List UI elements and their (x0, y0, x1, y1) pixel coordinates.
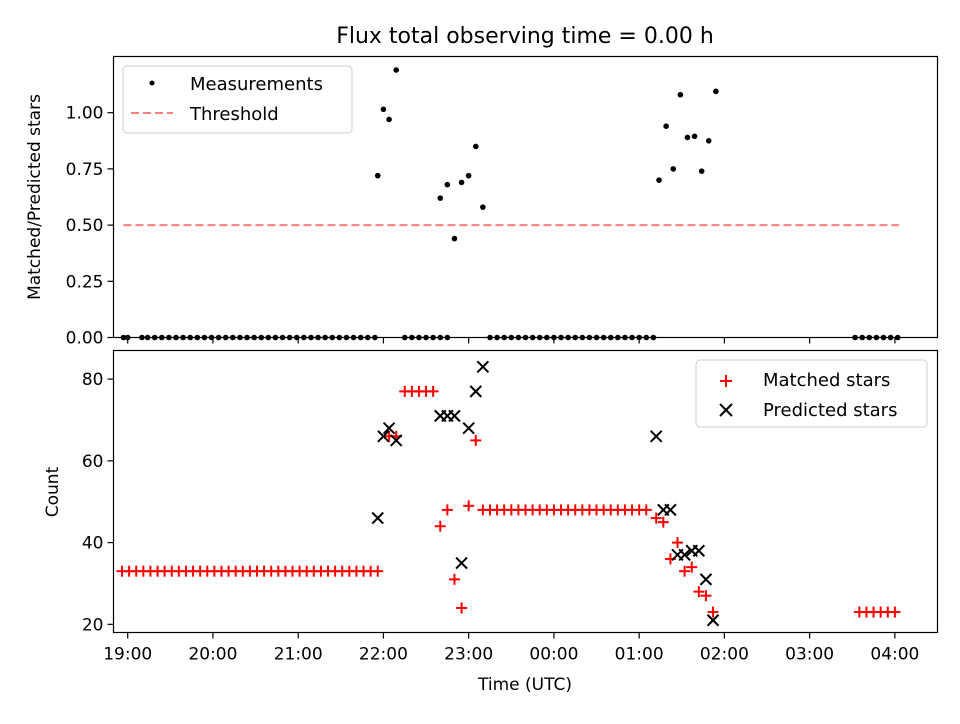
measurement-point (380, 106, 387, 113)
x-tick-label: 04:00 (870, 645, 919, 665)
predicted-star-point (469, 385, 482, 398)
matched-star-point (650, 512, 662, 524)
matched-stars-points (116, 385, 901, 618)
predicted-star-point (382, 421, 396, 435)
matched-star-point (657, 516, 669, 528)
legend-predicted-marker (719, 403, 733, 417)
predicted-star-point (377, 430, 390, 443)
bottom-y-axis-label: Count (43, 466, 63, 517)
top-y-tick-label: 0.75 (66, 160, 104, 180)
measurement-point (684, 134, 691, 141)
x-tick-label: 02:00 (700, 645, 749, 665)
measurement-point (691, 133, 698, 140)
predicted-star-point (390, 434, 403, 447)
measurement-point (465, 172, 472, 179)
predicted-star-point (371, 511, 384, 525)
matched-star-point (672, 537, 684, 549)
predicted-stars-points (371, 360, 720, 627)
predicted-star-point (462, 421, 475, 435)
top-legend-frame (122, 65, 353, 134)
measurement-point (374, 172, 381, 179)
x-tick-label: 21:00 (274, 645, 323, 665)
top-axes-frame (112, 55, 939, 339)
top-legend: Measurements Threshold (122, 65, 353, 134)
x-tick-label: 22:00 (359, 645, 408, 665)
legend-measurements-label: Measurements (190, 74, 323, 95)
predicted-star-point (476, 360, 490, 374)
top-y-tick-label: 0.25 (66, 272, 104, 292)
figure-title: Flux total observing time = 0.00 h (336, 24, 714, 49)
x-tick-label: 23:00 (444, 645, 493, 665)
measurement-point (663, 123, 669, 129)
bottom-y-tick-label: 80 (82, 370, 104, 390)
x-tick-label: 20:00 (188, 645, 237, 665)
matched-star-point (693, 586, 705, 598)
bottom-y-tick-label: 40 (82, 534, 104, 554)
matched-star-point (889, 606, 901, 618)
x-tick-label: 19:00 (103, 645, 152, 665)
matched-star-point (679, 565, 691, 577)
measurement-point (670, 166, 677, 172)
predicted-star-point (699, 573, 713, 586)
matched-star-point (448, 573, 460, 585)
legend-matched-label: Matched stars (763, 370, 890, 391)
bottom-x-ticks: 19:00 20:00 21:00 22:00 23:00 00:00 01:00 02:00… (103, 632, 919, 665)
matched-star-point (700, 590, 712, 602)
matched-star-point (441, 504, 453, 516)
matched-star-point (372, 565, 384, 577)
measurement-point (437, 195, 444, 201)
bottom-legend: Matched stars Predicted stars (695, 359, 928, 428)
matched-star-point (463, 500, 475, 512)
matched-star-point (434, 520, 446, 532)
x-tick-label: 00:00 (529, 645, 578, 665)
measurement-point (393, 67, 400, 73)
measurement-point (472, 143, 479, 150)
measurement-point (451, 235, 458, 242)
bottom-y-ticks: 20 40 60 80 (82, 370, 114, 635)
predicted-star-point (678, 548, 691, 562)
top-y-tick-label: 0.00 (66, 329, 104, 349)
predicted-star-point (455, 556, 468, 570)
matched-star-point (427, 385, 439, 397)
legend-predicted-label: Predicted stars (763, 400, 897, 421)
predicted-star-point (706, 614, 720, 627)
measurement-point (698, 168, 705, 174)
top-panel: 0.00 0.25 0.50 0.75 1.00 Matched/Predicted s… (25, 55, 939, 349)
bottom-y-tick-label: 20 (82, 615, 104, 635)
bottom-panel: 20 40 60 80 19:00 20:00 21:00 22:00 23:00 00:00 0… (43, 349, 939, 695)
measurement-point (713, 88, 719, 95)
measurement-point (656, 177, 662, 183)
top-y-axis-label: Matched/Predicted stars (25, 94, 45, 300)
predicted-star-point (448, 409, 461, 423)
x-tick-label: 03:00 (785, 645, 834, 665)
legend-matched-marker (720, 375, 732, 387)
measurement-point (386, 116, 392, 123)
bottom-axes-frame (112, 349, 939, 634)
bottom-y-tick-label: 60 (82, 452, 104, 472)
matched-star-point (707, 606, 719, 618)
matched-star-point (686, 561, 698, 573)
x-tick-label: 01:00 (615, 645, 664, 665)
matched-star-point (456, 602, 468, 614)
measurement-point (677, 91, 684, 98)
matched-star-point (470, 434, 482, 446)
bottom-legend-frame (695, 359, 928, 428)
measurement-point (705, 138, 712, 144)
predicted-star-point (664, 503, 677, 517)
top-y-tick-label: 0.50 (66, 216, 104, 236)
top-y-ticks: 0.00 0.25 0.50 0.75 1.00 (66, 104, 114, 349)
top-y-tick-label: 1.00 (66, 104, 104, 124)
measurement-point (480, 204, 486, 210)
legend-threshold-label: Threshold (189, 104, 279, 125)
measurement-point (444, 181, 451, 188)
x-axis-label: Time (UTC) (477, 675, 572, 695)
matched-star-point (640, 504, 652, 516)
measurement-point (458, 179, 465, 186)
predicted-star-point (692, 544, 706, 557)
legend-measurements-marker (149, 80, 155, 86)
predicted-star-point (649, 430, 663, 443)
